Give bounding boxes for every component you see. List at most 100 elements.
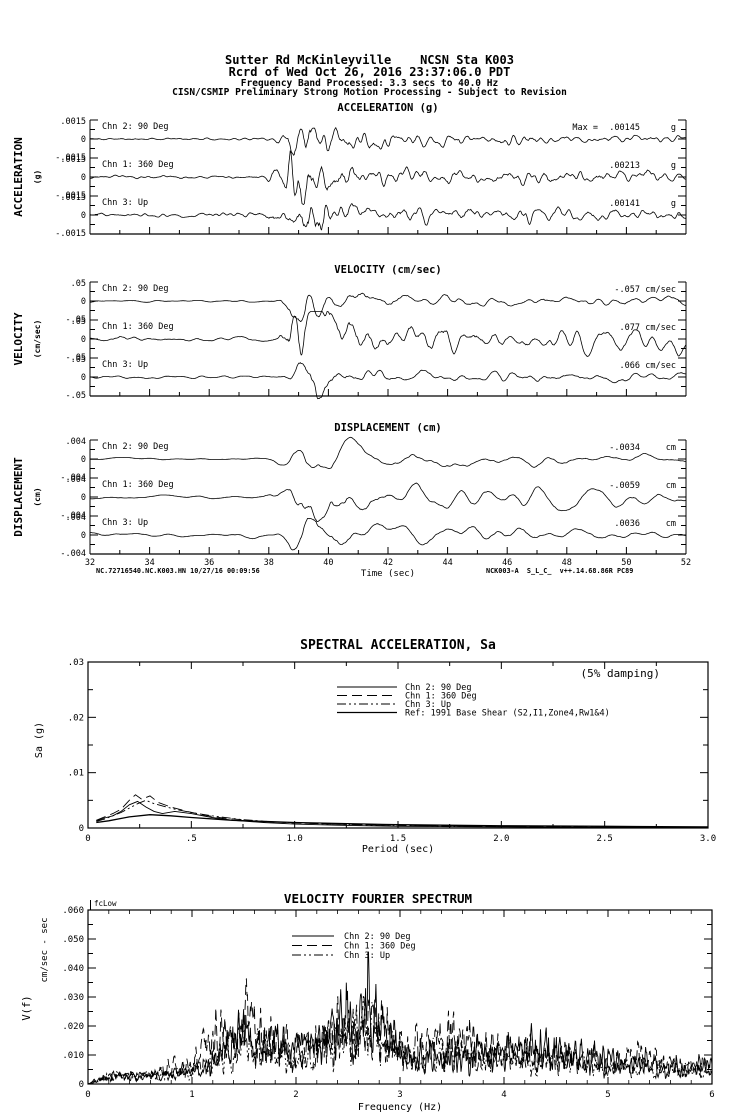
- channel-label: Chn 1: 360 Deg: [102, 160, 174, 170]
- max-value: .00141: [609, 199, 640, 209]
- channel-strip: .05 0 -.05 Chn 2: 90 Deg -.057 cm/sec: [66, 279, 687, 325]
- x-tick-label: 32: [85, 558, 95, 568]
- y-tick-label: 0: [81, 455, 86, 465]
- max-value: .077: [620, 323, 640, 333]
- max-value: -.0034: [609, 443, 640, 453]
- panel-side-unit: (g): [33, 170, 42, 184]
- legend-label: Chn 3: Up: [405, 700, 451, 710]
- fc-low-marker-label: fcLow: [94, 899, 117, 908]
- channel-strip: .05 0 -.05 Chn 3: Up .066 cm/sec: [66, 355, 687, 401]
- waveform-trace: [90, 436, 687, 469]
- y-tick-label: 0: [81, 373, 86, 383]
- fourier-x-tick-label: 0: [85, 1090, 90, 1100]
- time-axis-label: Time (sec): [361, 569, 415, 579]
- sa-x-tick-label: 2.0: [493, 834, 509, 844]
- channel-strip: .0015 0 -.0015 Chn 2: 90 Deg Max = .00145 g: [55, 117, 687, 163]
- waveform-trace: [90, 203, 686, 231]
- panel-side-unit: (cm): [33, 487, 42, 506]
- fourier-y-tick-label: .050: [62, 935, 84, 945]
- sa-x-tick-label: 1.5: [390, 834, 406, 844]
- sa-x-axis-label: Period (sec): [362, 844, 434, 855]
- sa-x-tick-label: 1.0: [287, 834, 303, 844]
- sa-x-tick-label: .5: [186, 834, 197, 844]
- panel-velocity: VELOCITY (cm/sec) VELOCITY (cm/sec) .05 0 -.0…: [12, 264, 687, 401]
- fourier-x-tick-label: 3: [397, 1090, 402, 1100]
- fourier-x-tick-label: 5: [605, 1090, 610, 1100]
- y-tick-label: -.05: [66, 391, 86, 401]
- sa-title: SPECTRAL ACCELERATION, Sa: [300, 638, 496, 653]
- fourier-title: VELOCITY FOURIER SPECTRUM: [284, 891, 472, 906]
- y-tick-label: 0: [81, 135, 86, 145]
- x-tick-label: 50: [621, 558, 631, 568]
- y-tick-label: -.0015: [55, 229, 86, 239]
- channel-strip: .004 0 -.004 Chn 2: 90 Deg -.0034 cm: [60, 436, 687, 483]
- max-unit: g: [671, 123, 676, 133]
- x-tick-label: 34: [144, 558, 154, 568]
- panel-side-label: ACCELERATION: [12, 137, 25, 216]
- y-tick-label: .0015: [60, 193, 86, 203]
- sa-y-tick-label: .02: [68, 713, 84, 723]
- x-tick-label: 42: [383, 558, 393, 568]
- channel-strip: .0015 0 -.0015 Chn 1: 360 Deg .00213 g: [55, 150, 687, 205]
- legend-label: Chn 3: Up: [344, 951, 390, 961]
- max-unit: cm: [666, 481, 676, 491]
- station-title: Sutter Rd McKinleyville NCSN Sta K003: [225, 53, 514, 67]
- max-value: .066: [620, 361, 640, 371]
- fourier-x-axis-label: Frequency (Hz): [358, 1102, 442, 1113]
- x-tick-label: 46: [502, 558, 512, 568]
- y-tick-label: 0: [81, 493, 86, 503]
- channel-strip: .004 0 -.004 Chn 1: 360 Deg -.0059 cm: [60, 475, 687, 523]
- sa-curve: [96, 794, 708, 828]
- fourier-y-axis-unit: cm/sec - sec: [40, 917, 50, 982]
- panel-acceleration: ACCELERATION (g) ACCELERATION (g) .0015 0 -.0…: [12, 102, 687, 239]
- panel-displacement: DISPLACEMENT (cm) DISPLACEMENT (cm) .004 0 -.…: [12, 422, 691, 579]
- waveform-trace: [89, 292, 687, 322]
- y-tick-label: 0: [81, 531, 86, 541]
- waveform-trace: [89, 311, 687, 357]
- waveform-trace: [89, 517, 687, 551]
- panel-title: VELOCITY (cm/sec): [334, 264, 441, 276]
- panel-title: DISPLACEMENT (cm): [334, 422, 441, 434]
- channel-label: Chn 3: Up: [102, 198, 148, 208]
- max-value: .00145: [609, 123, 640, 133]
- y-tick-label: -.004: [60, 511, 86, 521]
- max-unit: cm: [666, 443, 676, 453]
- max-unit: cm/sec: [645, 285, 676, 295]
- fourier-spectrum-chart: VELOCITY FOURIER SPECTRUM fcLow 0 1 2 3 4 5 6 .06…: [21, 891, 715, 1113]
- y-tick-label: .004: [66, 513, 86, 523]
- panel-side-label: VELOCITY: [12, 312, 25, 365]
- fourier-x-tick-label: 6: [709, 1090, 714, 1100]
- fourier-x-tick-label: 4: [501, 1090, 506, 1100]
- y-tick-label: .0015: [60, 155, 86, 165]
- fourier-y-tick-label: .030: [62, 993, 84, 1003]
- fourier-y-tick-label: .040: [62, 964, 84, 974]
- max-value: -.057: [614, 285, 640, 295]
- sa-x-tick-label: 3.0: [700, 834, 716, 844]
- max-unit: g: [671, 161, 676, 171]
- panel-side-unit: (cm/sec): [33, 320, 42, 359]
- waveform-trace: [89, 362, 686, 400]
- y-tick-label: -.05: [66, 315, 86, 325]
- x-tick-label: 48: [562, 558, 572, 568]
- x-tick-label: 52: [681, 558, 691, 568]
- legend-label: Chn 1: 360 Deg: [405, 692, 477, 702]
- time-series-charts: ACCELERATION (g) ACCELERATION (g) .0015 0 -.0…: [12, 102, 691, 579]
- y-tick-label: 0: [81, 297, 86, 307]
- max-prefix: Max =: [572, 123, 598, 133]
- legend-label: Ref: 1991 Base Shear (S2,I1,Zone4,Rw1&4): [405, 709, 610, 719]
- sa-curve: [96, 799, 708, 828]
- sa-y-tick-label: .03: [68, 658, 84, 668]
- y-tick-label: .004: [66, 437, 86, 447]
- x-tick-label: 38: [264, 558, 274, 568]
- y-tick-label: 0: [81, 173, 86, 183]
- fourier-y-tick-label: .060: [62, 906, 84, 916]
- fourier-trace: [87, 978, 712, 1085]
- channel-strip: .004 0 -.004 Chn 3: Up .0036 cm: [60, 513, 687, 559]
- y-tick-label: .0015: [60, 117, 86, 127]
- frequency-band-note: Frequency Band Processed: 3.3 secs to 40…: [240, 78, 499, 89]
- sa-x-tick-label: 0: [85, 834, 90, 844]
- channel-label: Chn 2: 90 Deg: [102, 442, 169, 452]
- y-tick-label: .05: [71, 279, 86, 289]
